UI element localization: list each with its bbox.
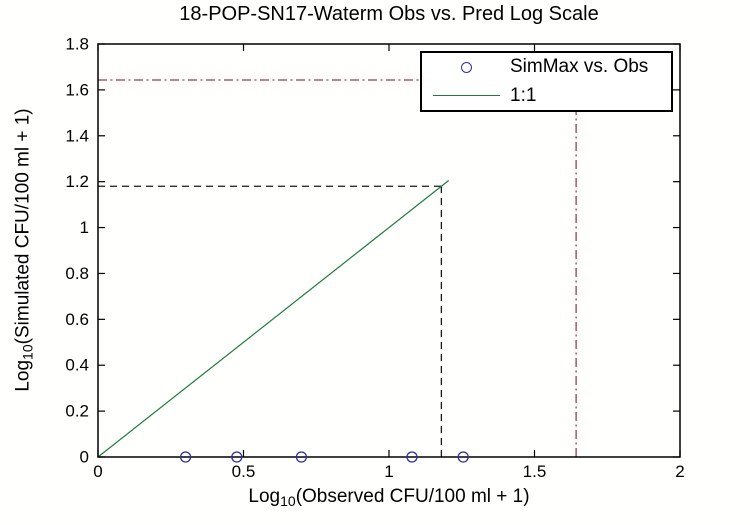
y-axis-label-sub: 10 [19,344,36,360]
scatter-point [406,451,418,463]
y-tick-label: 0.6 [65,310,89,329]
y-tick-label: 0.4 [65,356,89,375]
y-tick-label: 1.6 [65,80,89,99]
y-tick-label: 0.8 [65,264,89,283]
y-tick-label: 0 [80,448,89,467]
y-tick-label: 0.2 [65,402,89,421]
x-axis-label-sub: 10 [280,493,296,509]
x-tick-label: 2 [675,462,684,481]
scatter-point [295,451,308,463]
x-tick-label: 1.5 [523,462,547,481]
scatter-point [231,451,243,463]
scatter-point [179,451,192,463]
x-tick-label: 0 [93,462,102,481]
legend-box: SimMax vs. Obs 1:1 [420,51,673,112]
legend-marker-cell [422,61,510,73]
y-axis-label-rest: (Simulated CFU/100 ml + 1) [12,108,34,345]
x-axis-label: Log10(Observed CFU/100 ml + 1) [98,486,680,509]
y-tick-label: 1.8 [65,35,89,54]
line-marker-icon [432,95,500,97]
legend-entry-one-to-one: 1:1 [422,82,671,111]
y-tick-label: 1.2 [65,172,89,191]
legend-entry-simmax: SimMax vs. Obs [422,53,671,82]
legend-label-simmax: SimMax vs. Obs [510,56,649,78]
y-tick-label: 1 [80,218,89,237]
x-axis-label-rest: (Observed CFU/100 ml + 1) [295,486,530,507]
one-to-one-line [97,180,450,458]
x-tick-label: 1 [384,462,393,481]
x-tick-label: 0.5 [232,462,256,481]
legend-label-one-to-one: 1:1 [510,84,537,106]
legend-marker-cell [422,95,510,97]
y-tick-label: 1.4 [65,126,89,145]
chart-title: 18-POP-SN17-Waterm Obs vs. Pred Log Scal… [179,3,599,25]
y-axis-label: Log10(Simulated CFU/100 ml + 1) [13,108,36,391]
scatter-point [457,451,469,463]
x-axis-label-base: Log [248,486,281,507]
circle-marker-icon [460,61,472,73]
y-axis-label-base: Log [12,359,34,392]
